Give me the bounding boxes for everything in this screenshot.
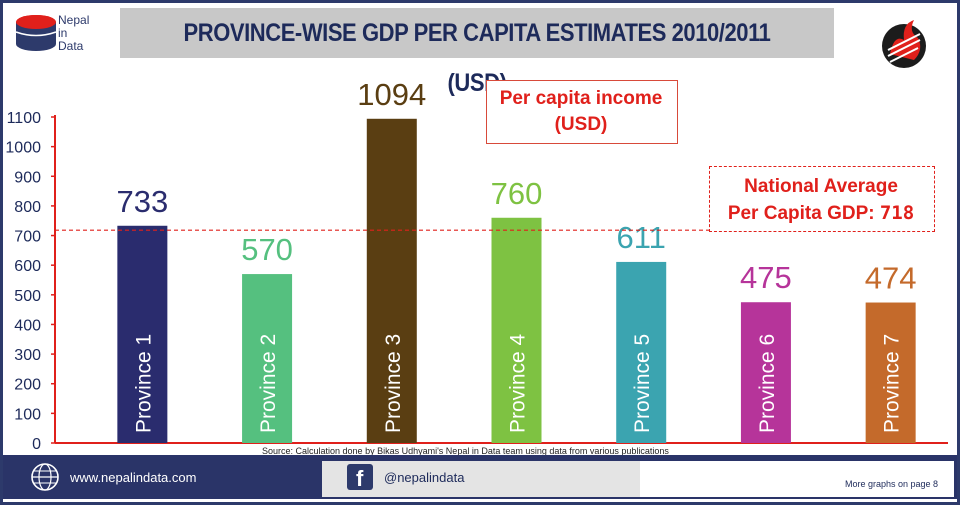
chart-title: PROVINCE-WISE GDP PER CAPITA ESTIMATES 2…	[183, 19, 771, 97]
national-average-text: National Average Per Capita GDP: 718	[709, 174, 933, 227]
y-tick-label: 400	[14, 317, 41, 334]
logo-line-3: Data	[58, 39, 84, 53]
legend-line-1: Per capita income	[499, 88, 663, 109]
title-bar	[120, 8, 834, 58]
y-tick-label: 1000	[5, 140, 41, 157]
logo-text: Nepal in Data	[58, 14, 89, 53]
value-label: 733	[116, 184, 168, 219]
national-average-line-2: Per Capita GDP: 718	[709, 200, 933, 227]
bar	[865, 302, 916, 443]
category-label: Province 2	[257, 334, 280, 433]
logo-line-2: in	[58, 26, 68, 40]
y-tick-label: 0	[32, 436, 41, 453]
category-label: Province 6	[756, 334, 779, 433]
social-handle[interactable]: @nepalindata	[384, 470, 465, 485]
y-tick-label: 200	[14, 377, 41, 394]
value-label: 760	[491, 176, 543, 211]
y-tick-label: 700	[14, 229, 41, 246]
category-label: Province 5	[631, 334, 654, 433]
y-tick-label: 600	[14, 258, 41, 275]
nepal-in-data-logo	[15, 15, 57, 51]
value-label: 475	[740, 260, 792, 295]
logo-line-1: Nepal	[58, 13, 90, 27]
legend-text: Per capita income (USD)	[486, 86, 676, 138]
national-average-value: 718	[879, 202, 915, 224]
y-tick-label: 300	[14, 347, 41, 364]
value-label: 1094	[357, 77, 426, 112]
national-average-box	[709, 166, 935, 232]
bar	[616, 261, 667, 443]
category-label: Province 4	[507, 333, 530, 433]
y-tick-label: 500	[14, 288, 41, 305]
website-link[interactable]: www.nepalindata.com	[70, 470, 197, 485]
y-tick-label: 100	[14, 406, 41, 423]
national-average-line-1: National Average	[744, 176, 898, 197]
value-label: 570	[241, 232, 293, 267]
legend-box	[486, 80, 678, 144]
facebook-icon[interactable]	[347, 464, 373, 490]
footer-social-panel	[322, 461, 640, 497]
y-tick-label: 1100	[7, 110, 42, 127]
more-graphs-note: More graphs on page 8	[845, 479, 939, 489]
bar	[117, 225, 168, 443]
category-label: Province 3	[382, 334, 405, 433]
y-tick-label: 800	[14, 199, 41, 216]
value-label: 611	[617, 220, 666, 255]
category-label: Province 1	[132, 334, 155, 433]
bikas-udhyami-logo	[882, 20, 926, 68]
value-label: 474	[865, 261, 917, 296]
y-tick-label: 900	[14, 169, 41, 186]
globe-icon	[31, 463, 59, 491]
bar-chart: 0 100 200 300 400 500 600 700 800 900 1000 1100 733 P…	[5, 77, 948, 453]
source-note: Source: Calculation done by Bikas Udhyam…	[262, 446, 669, 456]
category-label: Province 7	[881, 334, 904, 433]
footer-right-panel	[640, 461, 954, 497]
bar	[366, 118, 417, 443]
legend-line-2: (USD)	[554, 114, 608, 135]
facebook-f-glyph: f	[356, 466, 364, 491]
bar	[242, 274, 293, 443]
bar	[491, 217, 542, 443]
national-average-prefix: Per Capita GDP:	[727, 203, 880, 224]
bar	[740, 302, 791, 443]
